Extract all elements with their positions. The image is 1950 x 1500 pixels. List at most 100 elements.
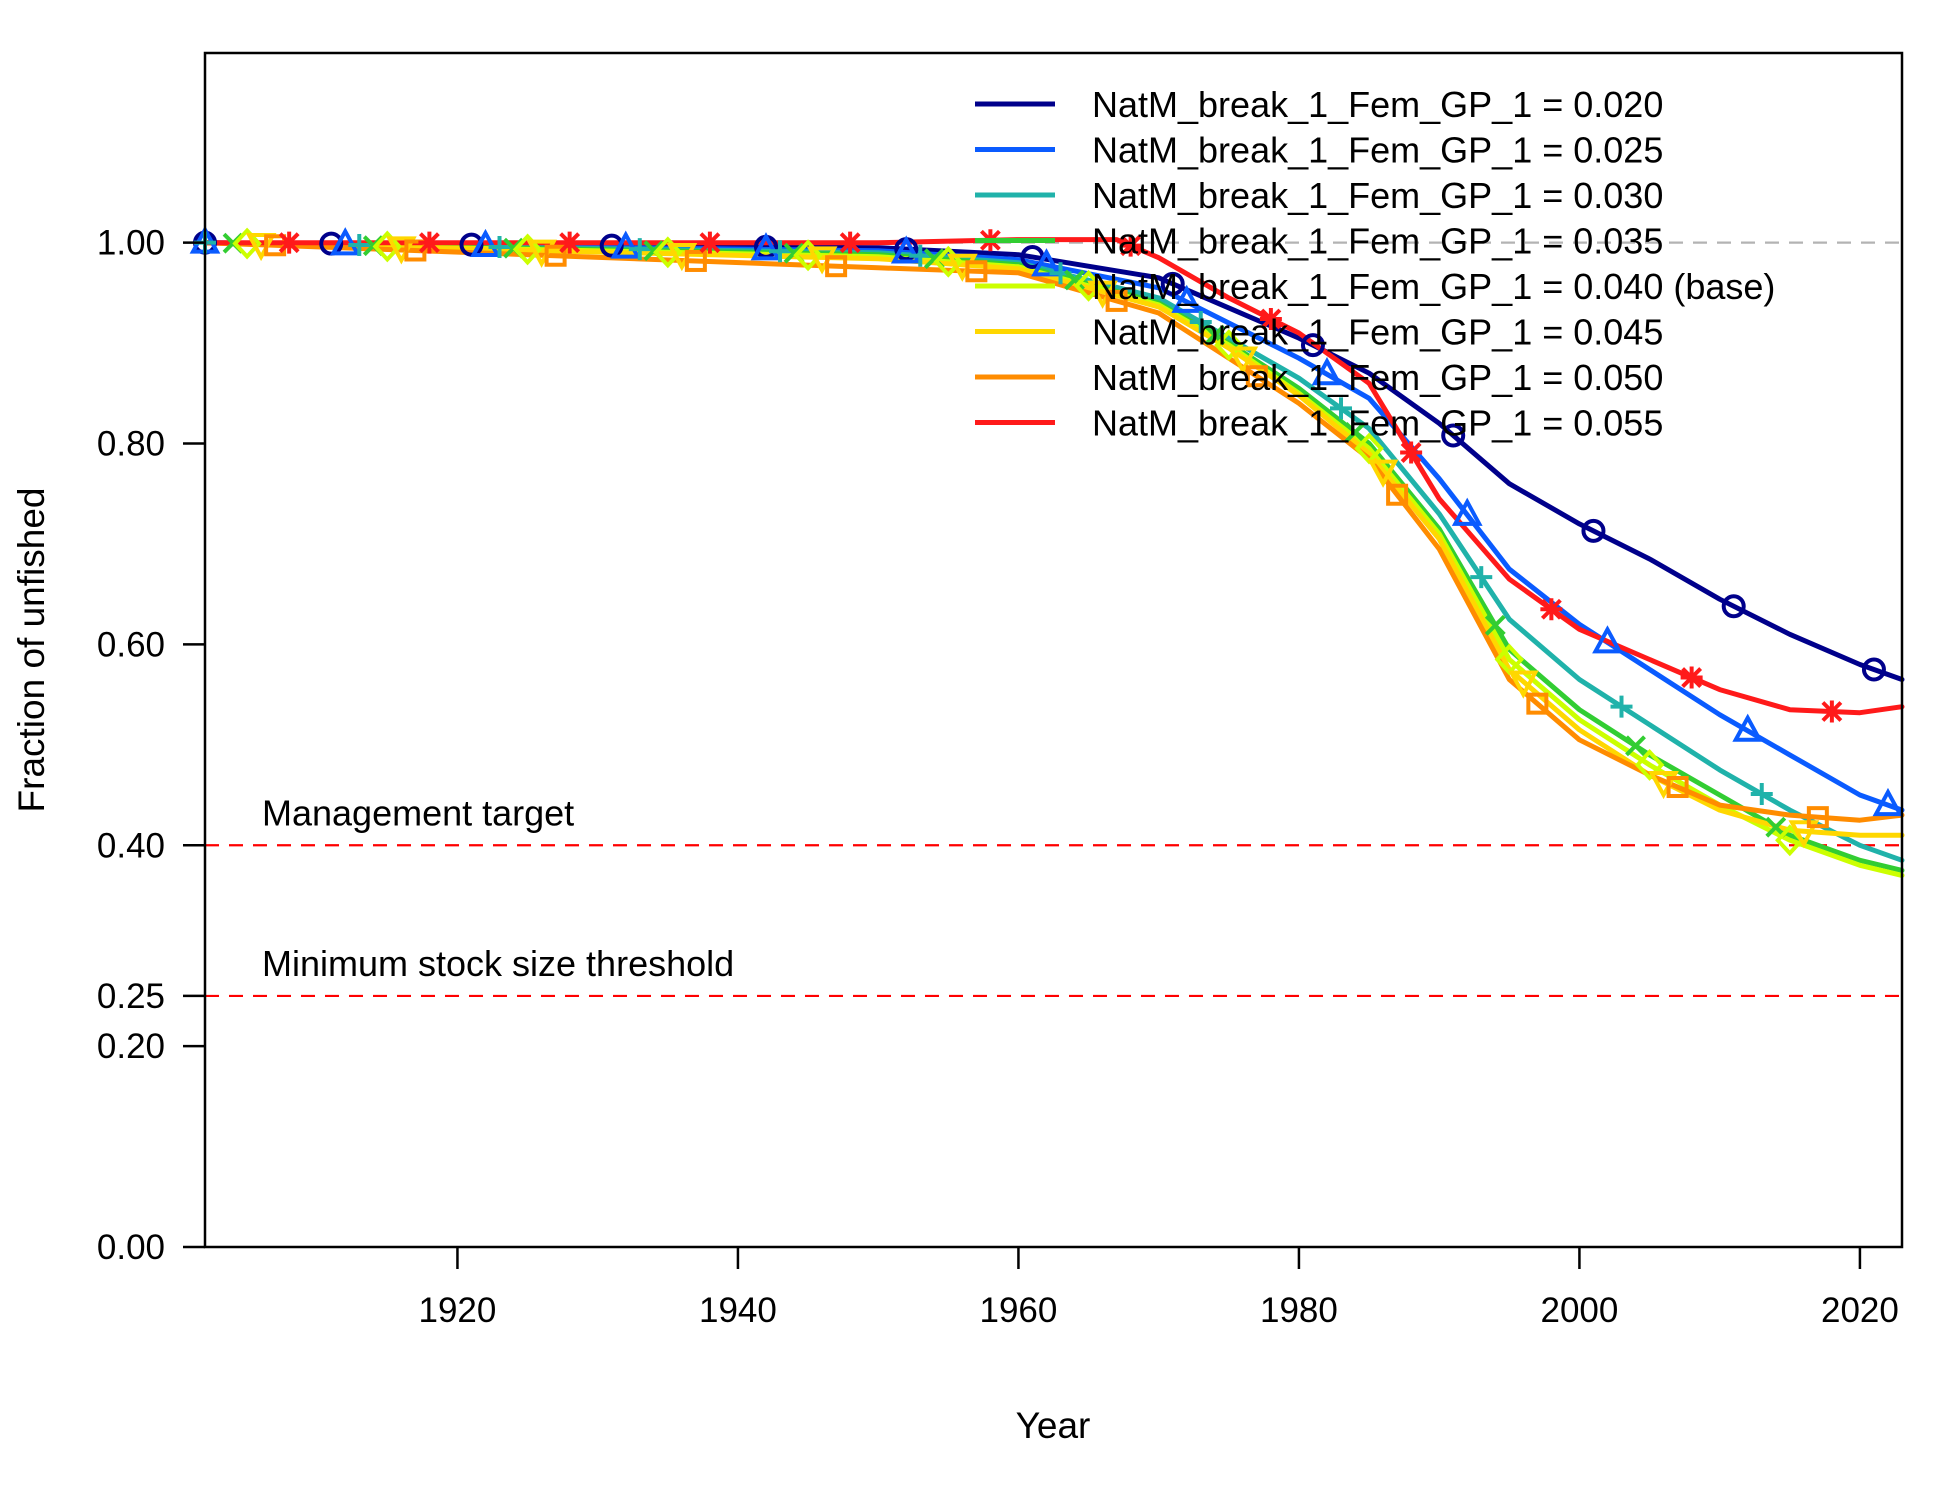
data-point [1820, 700, 1843, 723]
data-point [1259, 307, 1282, 330]
data-point [1872, 787, 1904, 817]
data-point [1451, 497, 1483, 526]
y-tick-label: 1.00 [97, 224, 165, 263]
data-point [329, 227, 361, 256]
data-point [488, 236, 511, 259]
series-markers [189, 225, 1904, 857]
plot-frame [203, 51, 1904, 1249]
legend-label: NatM_break_1_Fem_GP_1 = 0.045 [1092, 312, 1663, 353]
data-point [418, 231, 441, 254]
data-point [1788, 820, 1820, 849]
data-point [793, 239, 823, 272]
data-point [628, 238, 651, 261]
legend-label: NatM_break_1_Fem_GP_1 = 0.050 [1092, 357, 1663, 398]
data-point [890, 235, 922, 264]
data-point [653, 236, 683, 269]
y-tick-label: 0.20 [97, 1027, 165, 1066]
data-point [1806, 806, 1829, 829]
data-point [965, 260, 988, 283]
series-line [202, 240, 1905, 682]
data-point [1300, 333, 1325, 358]
data-point [1214, 329, 1244, 362]
data-point [232, 227, 262, 260]
data-point [684, 249, 707, 272]
y-tick-label: 0.80 [97, 425, 165, 464]
data-point [372, 230, 403, 263]
data-point [769, 240, 792, 263]
legend: NatM_break_1_Fem_GP_1 = 0.020 NatM_break_… [975, 84, 1775, 444]
legend-label: NatM_break_1_Fem_GP_1 = 0.030 [1092, 175, 1663, 216]
series-line [202, 240, 1905, 838]
y-tick-label: 0.00 [97, 1228, 165, 1267]
series-line [202, 240, 1905, 823]
legend-label: NatM_break_1_Fem_GP_1 = 0.055 [1092, 403, 1663, 444]
reference-lines: Management target Minimum stock size thre… [205, 241, 1902, 998]
data-point [1581, 518, 1606, 543]
data-point [1227, 346, 1259, 375]
legend-label: NatM_break_1_Fem_GP_1 = 0.020 [1092, 84, 1663, 125]
reference-line-label: Minimum stock size threshold [262, 943, 734, 984]
data-point [1105, 289, 1128, 312]
data-point [348, 233, 371, 256]
data-point [750, 232, 782, 261]
data-point [1625, 735, 1646, 757]
y-tick-label: 0.25 [97, 977, 165, 1016]
data-point [1732, 713, 1764, 742]
data-point [1666, 776, 1689, 799]
series-line [202, 240, 1905, 813]
data-point [1441, 423, 1466, 448]
legend-label: NatM_break_1_Fem_GP_1 = 0.025 [1092, 130, 1663, 171]
data-point [1400, 441, 1423, 464]
x-tick-label: 2000 [1540, 1291, 1618, 1330]
data-point [1119, 234, 1142, 257]
data-point [1680, 666, 1703, 689]
data-point [610, 230, 642, 259]
data-point [1750, 783, 1773, 806]
data-point [1031, 248, 1062, 277]
data-point [1470, 566, 1493, 589]
data-point [1160, 271, 1185, 296]
data-point [839, 231, 862, 254]
x-tick-label: 2020 [1821, 1291, 1899, 1330]
data-point [1064, 269, 1085, 291]
data-point [1311, 357, 1343, 386]
x-axis-title: Year [1016, 1405, 1091, 1446]
x-tick-label: 1940 [699, 1291, 777, 1330]
y-tick-label: 0.60 [97, 625, 165, 664]
series-line [202, 237, 1905, 716]
data-point [1344, 422, 1366, 443]
data-point [558, 231, 581, 254]
data-point [1861, 657, 1886, 682]
data-point [1386, 483, 1409, 506]
x-axis: 1920 1940 1960 1980 2000 2020 [419, 1247, 1899, 1330]
data-point [544, 244, 567, 267]
data-point [512, 233, 543, 266]
y-tick-label: 0.40 [97, 826, 165, 865]
data-point [1540, 598, 1563, 621]
data-point [698, 231, 721, 254]
data-point [1592, 625, 1623, 654]
data-point [1367, 459, 1399, 488]
data-point [909, 244, 932, 267]
legend-label: NatM_break_1_Fem_GP_1 = 0.040 (base) [1092, 266, 1775, 307]
data-point [1189, 310, 1212, 333]
data-point [1634, 748, 1665, 781]
data-point [1610, 695, 1633, 718]
data-point [825, 255, 848, 278]
data-point [278, 231, 301, 254]
data-point [1484, 614, 1506, 636]
data-point [1245, 365, 1268, 388]
x-tick-label: 1960 [980, 1291, 1058, 1330]
y-axis-title: Fraction of unfished [11, 488, 52, 813]
data-point [1171, 284, 1203, 313]
data-point [1526, 692, 1549, 715]
legend-label: NatM_break_1_Fem_GP_1 = 0.035 [1092, 221, 1663, 262]
data-point [1721, 594, 1746, 619]
data-point [1330, 397, 1353, 420]
y-axis: 0.00 0.20 0.25 0.40 0.60 0.80 1.00 [97, 224, 205, 1267]
data-point [1507, 670, 1539, 699]
x-tick-label: 1980 [1260, 1291, 1338, 1330]
reference-line-label: Management target [262, 792, 574, 833]
x-tick-label: 1920 [419, 1291, 497, 1330]
